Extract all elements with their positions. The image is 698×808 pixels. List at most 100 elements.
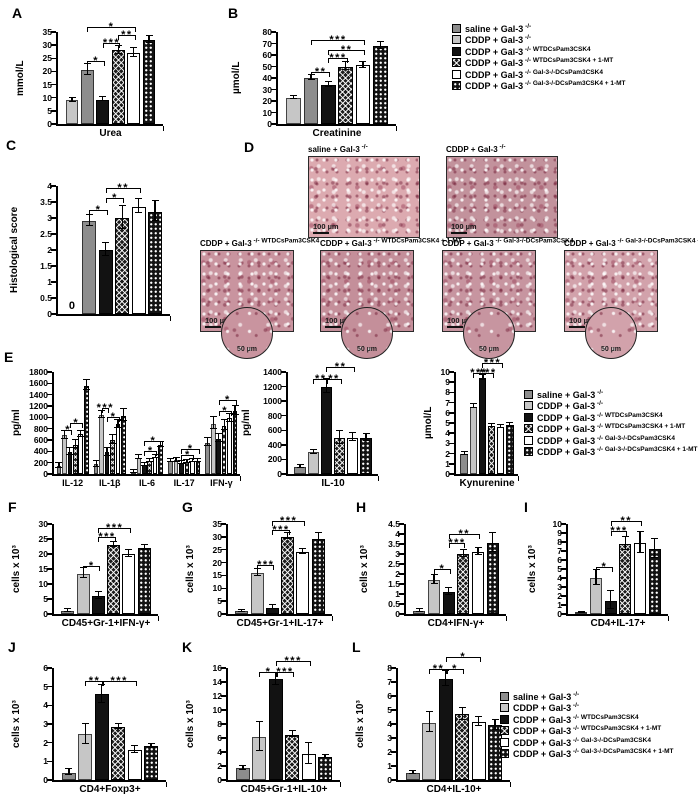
significance-stars: * [73,417,80,429]
bar-b-white [355,65,371,124]
y-tick-label: 5 [47,105,52,116]
bar-c-black [98,250,113,314]
bar-h-white [471,552,485,614]
y-tick [391,681,396,683]
bar-e1-dots [232,410,238,474]
y-tick-label: 1000 [29,412,48,423]
significance-bracket: *** [102,37,121,48]
error-bar [151,200,159,222]
y-tick-label: 6 [557,555,562,565]
y-tick-label: 1400 [263,367,282,377]
category-label: CD45+Gr-1+IL-17+ [236,618,324,629]
y-tick-label: 0 [47,119,52,129]
significance-stars: * [222,404,229,417]
y-tick-label: 12 [212,691,222,701]
y-tick [561,541,566,543]
y-tick-label: 0 [277,469,282,479]
y-tick-label: 3.5 [40,197,52,207]
bar-f-white [122,554,136,614]
y-tick-label: 1 [395,589,400,599]
y-tick-label: 16 [212,663,222,673]
panel-h-plot: 0 0.5 1 1.5 2 2.5 3 3.5 4 4.5 cells x 10³ * *** ** CD4… [359,519,507,629]
superscript: -/- Gal-3-/-DCsPam3CSK4 + 1-MT [617,237,698,245]
y-tick-label: 2 [217,761,222,771]
y-tick [399,573,404,575]
error-bar [114,45,122,54]
significance-bracket: * [69,418,83,429]
bar-f-lightgray [76,573,90,614]
y-tick-label: 0 [395,609,400,619]
significance-bracket: * [181,443,200,454]
y-tick [51,123,56,125]
bar-e1-black [179,463,184,474]
error-bar [284,532,292,540]
histology-title: CDDP + Gal-3 -/- Gal-3-/-DCsPam3CSK4 + 1… [564,237,698,248]
error-bar [77,430,85,437]
y-tick-label: 10 [440,367,450,377]
y-tick [281,385,286,388]
y-tick [449,391,454,394]
legend-middle: saline + Gal-3 -/- CDDP + Gal-3 -/- CDDP +… [524,388,698,459]
significance-bracket: * [87,55,105,66]
histology-title: CDDP + Gal-3 -/- [446,143,506,154]
bar-e1-lightgray [210,423,216,474]
bar-k-hatch [285,734,300,780]
significance-bracket: * [64,424,72,435]
panel-f-plot: 0 5 10 15 20 25 30 cells x 10³ * *** *** CD45+Gr-1+… [11,519,159,629]
y-tick-label: 7 [387,677,392,687]
error-bar [130,46,138,58]
x-axis-end-tick [517,476,519,481]
legend-item-5: CDDP + Gal-3 -/- Gal-3-/-DCsPam3CSK4 + 1… [524,446,698,457]
y-tick-label: 14 [212,677,222,687]
bar-e1-lightgray [99,415,104,474]
error-bar [268,604,276,609]
significance-stars: * [187,442,194,455]
error-bar [55,462,63,468]
legend-item-4: CDDP + Gal-3 -/- Gal-3-/-DCsPam3CSK4 [500,737,674,748]
superscript: -/- Gal-3-/-DCsPam3CSK4 + 1-MT [523,80,626,87]
y-tick [561,559,566,561]
significance-bracket: * [87,21,136,32]
significance-bracket: ** [326,373,342,384]
y-tick [391,737,396,739]
y-tick-label: 7 [557,546,562,556]
panel-e1-plot: 0 200 400 600 800 1000 1200 1400 1600 1800 pg/ml * *… [11,367,241,488]
error-bar [459,549,467,557]
y-tick-label: 30 [42,40,52,51]
bar-e1-hatch [110,440,115,474]
significance-bracket: * [445,663,465,674]
y-tick [51,31,56,33]
error-bar [362,432,370,441]
y-tick [561,586,566,588]
scale-bar-50um: 50 µm [357,346,377,353]
significance-stars: *** [257,559,275,572]
panel-i-label: I [524,499,528,515]
y-tick [399,563,404,565]
legend-swatch-white [500,737,509,747]
y-tick [51,57,56,60]
category-label: IL-12 [62,478,84,488]
legend-item-1: CDDP + Gal-3 -/- [452,34,626,45]
y-tick [391,667,396,669]
bar-a-white [127,53,141,124]
significance-stars: * [224,394,231,407]
scale-bar-50um: 50 µm [601,346,621,353]
error-bar [324,81,332,87]
y-tick-label: 25 [212,544,222,555]
significance-bracket: *** [328,53,348,64]
bar-e3-lightgray [469,406,478,474]
histology-image-wrap: CDDP + Gal-3 -/- WTDCsPam3CSK4 100 µm 50 µ… [200,238,319,359]
legend-item-5: CDDP + Gal-3 -/- Gal-3-/-DCsPam3CSK4 + 1… [452,80,626,91]
y-tick [449,452,454,455]
histology-title: saline + Gal-3 -/- [308,143,368,154]
error-bar [474,547,482,555]
y-tick-label: 1600 [29,378,48,389]
y-axis-label: µmol/L [231,61,242,95]
y-tick [449,401,454,404]
x-axis-end-tick [162,126,164,131]
x-axis-end-tick [509,782,511,787]
y-axis-label: µmol/L [423,406,434,440]
bar-e1-black [67,451,73,474]
y-tick [391,779,396,781]
legend-bottom: saline + Gal-3 -/- CDDP + Gal-3 -/- CDDP +… [500,690,674,761]
